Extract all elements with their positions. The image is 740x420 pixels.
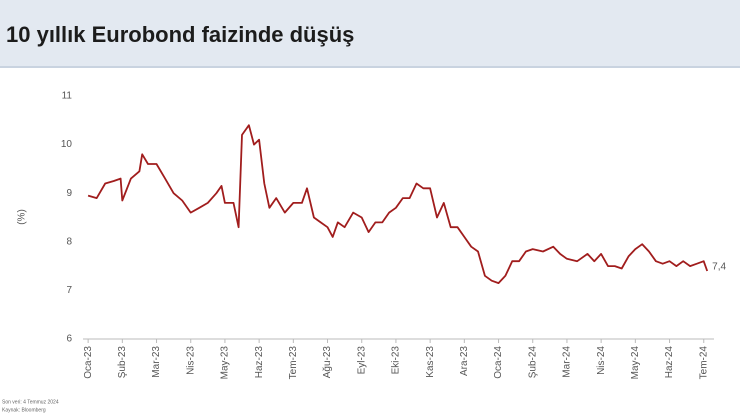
- footnote: Kaynak: Bloomberg: [2, 407, 46, 413]
- y-tick-label: 9: [66, 188, 72, 199]
- data-line: [87, 124, 709, 284]
- x-tick-label: Oca-24: [493, 346, 504, 379]
- x-tick-label: Haz-23: [254, 346, 265, 379]
- chart-title: 10 yıllık Eurobond faizinde düşüş: [6, 22, 354, 47]
- x-tick-label: Mar-24: [562, 346, 573, 378]
- footnote: Son veri: 4 Temmuz 2024: [2, 399, 59, 405]
- x-tick-label: Tem-24: [698, 346, 709, 380]
- header-rule: [0, 66, 740, 68]
- x-tick-label: Nis-24: [596, 346, 607, 375]
- x-tick-label: Ara-23: [459, 346, 470, 376]
- x-tick-label: Haz-24: [664, 346, 675, 379]
- x-tick-label: Şub-23: [117, 346, 128, 379]
- y-tick-label: 7: [66, 285, 72, 296]
- y-tick-label: 8: [66, 236, 72, 247]
- x-tick-label: Eyl-23: [356, 346, 367, 375]
- x-tick-label: Tem-23: [288, 346, 299, 380]
- y-tick-label: 6: [66, 334, 72, 345]
- x-tick-label: Şub-24: [527, 346, 538, 379]
- x-tick-label: Mar-23: [151, 346, 162, 378]
- x-tick-label: May-23: [220, 346, 231, 380]
- x-tick-label: Oca-23: [83, 346, 94, 379]
- y-tick-label: 11: [62, 91, 73, 102]
- x-tick-label: May-24: [630, 346, 641, 380]
- x-tick-label: Kas-23: [425, 346, 436, 378]
- x-tick-label: Nis-23: [185, 346, 196, 375]
- x-tick-label: Eki-23: [391, 346, 402, 375]
- x-tick-label: Ağu-23: [322, 346, 333, 379]
- y-axis-label: (%): [17, 209, 28, 225]
- header-band: [0, 0, 740, 68]
- y-tick-label: 10: [61, 139, 73, 150]
- end-label: 7,4: [712, 262, 726, 273]
